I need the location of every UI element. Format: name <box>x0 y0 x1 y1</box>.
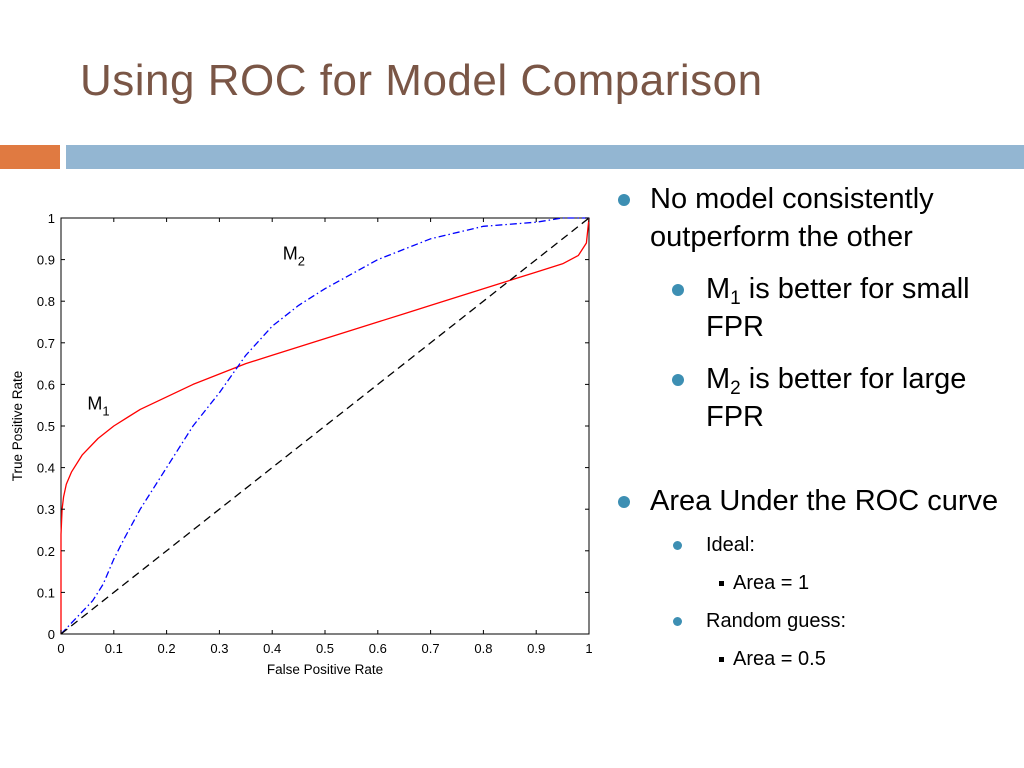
bullet-dot-icon <box>673 617 682 626</box>
bullet-random: Random guess: <box>612 608 1017 634</box>
bullet-dot-icon <box>673 541 682 550</box>
bullet-text-rest: is better for small FPR <box>706 273 970 343</box>
y-tick-label: 0.2 <box>37 544 55 559</box>
x-tick-label: 0.8 <box>474 641 492 656</box>
bullet-m2-better: M2 is better for large FPR <box>612 360 1017 436</box>
series-line-2 <box>60 217 590 635</box>
bullet-no-model: No model consistently outperform the oth… <box>612 180 1017 256</box>
x-tick-label: 0.5 <box>316 641 334 656</box>
x-tick-label: 0.2 <box>158 641 176 656</box>
x-tick-label: 0.7 <box>422 641 440 656</box>
bullet-dot-icon <box>672 374 684 386</box>
bullet-square-icon <box>719 581 724 586</box>
bullet-sub: 1 <box>730 288 741 309</box>
slide-title: Using ROC for Model Comparison <box>80 56 763 105</box>
y-tick-label: 0 <box>48 627 55 642</box>
series-line-m1 <box>60 217 590 634</box>
y-tick-label: 0.4 <box>37 461 55 476</box>
bullet-text: No model consistently outperform the oth… <box>650 183 934 253</box>
y-tick-label: 0.5 <box>37 419 55 434</box>
x-tick-label: 0.9 <box>527 641 545 656</box>
bullet-m1-better: M1 is better for small FPR <box>612 270 1017 346</box>
bullet-dot-icon <box>618 194 630 206</box>
bullet-text: Random guess: <box>706 610 847 632</box>
y-tick-label: 0.9 <box>37 253 55 268</box>
y-tick-label: 0.7 <box>37 336 55 351</box>
series-label-m2: M2 <box>283 244 305 269</box>
bullet-text-rest: is better for large FPR <box>706 363 967 433</box>
x-tick-label: 0.6 <box>369 641 387 656</box>
orange-accent-band <box>0 145 60 169</box>
y-tick-label: 0.1 <box>37 585 55 600</box>
bullet-sub: 2 <box>730 378 741 399</box>
bullet-area-1: Area = 1 <box>612 570 1017 596</box>
bullet-text: Area = 0.5 <box>733 648 826 670</box>
bullet-dot-icon <box>618 496 630 508</box>
bullet-area-05: Area = 0.5 <box>612 646 1017 672</box>
x-tick-label: 1 <box>585 641 592 656</box>
x-tick-label: 0.3 <box>210 641 228 656</box>
x-tick-label: 0 <box>57 641 64 656</box>
bullet-square-icon <box>719 657 724 662</box>
bullet-text-m: M <box>706 273 731 305</box>
y-tick-label: 0.3 <box>37 502 55 517</box>
x-tick-label: 0.1 <box>105 641 123 656</box>
x-tick-label: 0.4 <box>263 641 281 656</box>
y-tick-label: 0.8 <box>37 294 55 309</box>
bullet-dot-icon <box>672 284 684 296</box>
bullet-panel: No model consistently outperform the oth… <box>612 180 1017 672</box>
bullet-text: Ideal: <box>706 534 755 556</box>
bullet-text-m: M <box>706 363 731 395</box>
bullet-ideal: Ideal: <box>612 532 1017 558</box>
bullet-text: Area = 1 <box>733 572 810 594</box>
roc-chart: M1 M2 0 0.1 0.2 0.3 0.4 0.5 0.6 0.7 0.8 0.9 1 0 0.1 0.2… <box>10 211 593 677</box>
y-tick-label: 1 <box>48 211 55 226</box>
series-label-m1: M1 <box>87 393 109 418</box>
x-axis-label: False Positive Rate <box>267 662 383 677</box>
bullet-text: Area Under the ROC curve <box>650 485 999 517</box>
bullet-auc: Area Under the ROC curve <box>612 482 1017 520</box>
y-axis-label: True Positive Rate <box>10 371 25 482</box>
blue-accent-band <box>66 145 1024 169</box>
y-tick-label: 0.6 <box>37 377 55 392</box>
